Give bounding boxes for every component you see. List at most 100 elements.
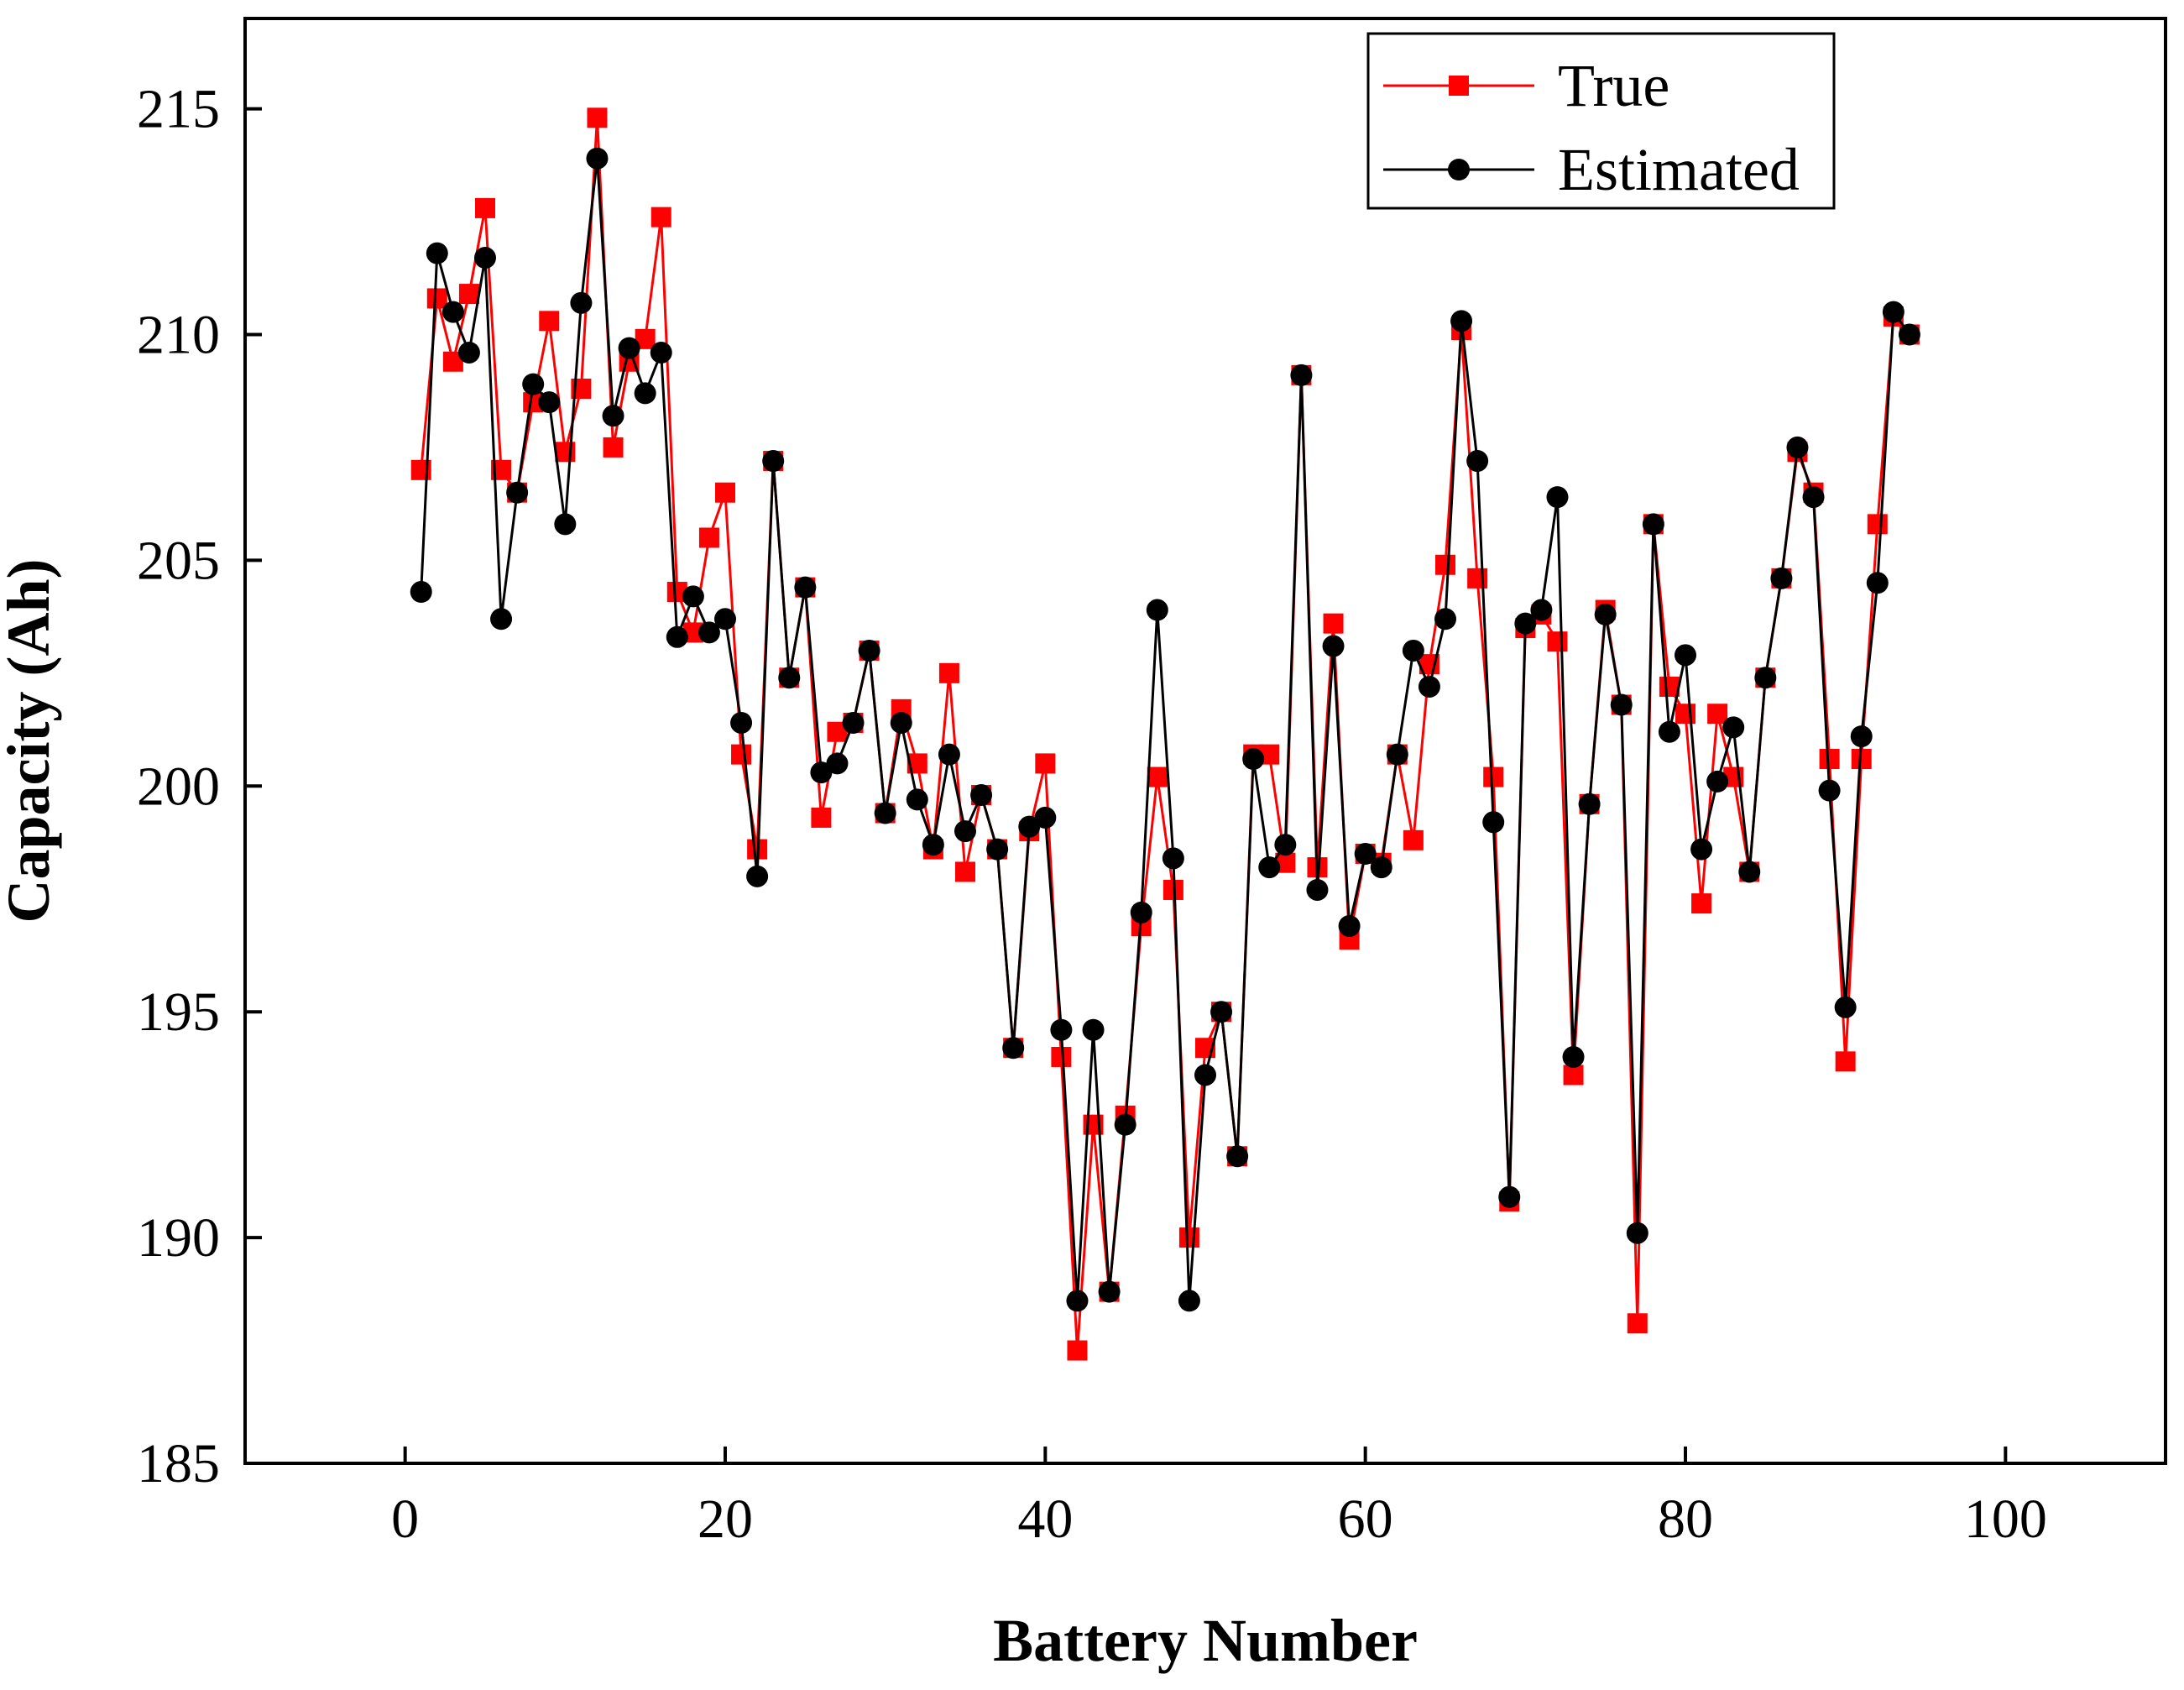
- data-point-estimated: [938, 743, 960, 766]
- data-point-true: [475, 197, 495, 218]
- data-point-estimated: [986, 838, 1009, 861]
- y-tick-label: 195: [137, 981, 220, 1043]
- data-point-estimated: [1866, 572, 1889, 594]
- data-point-estimated: [1898, 323, 1920, 346]
- data-point-estimated: [634, 382, 656, 405]
- data-point-estimated: [602, 405, 624, 427]
- data-point-estimated: [1562, 1045, 1585, 1068]
- data-point-true: [1147, 767, 1168, 787]
- data-point-estimated: [442, 301, 464, 323]
- ticks-layer: 0 20 40 60 80 100 185 190 195 200 205 210 215: [137, 79, 2047, 1550]
- data-point-estimated: [506, 481, 529, 504]
- data-point-estimated: [410, 581, 432, 604]
- data-point-estimated: [1530, 599, 1553, 621]
- data-point-estimated: [1210, 1001, 1233, 1023]
- data-point-estimated: [1066, 1290, 1089, 1312]
- data-point-true: [1403, 829, 1424, 850]
- data-point-estimated: [1690, 838, 1713, 861]
- data-point-estimated: [457, 341, 480, 364]
- legend-box: [1366, 32, 1836, 210]
- data-point-estimated: [906, 788, 928, 811]
- y-tick-label: 210: [137, 304, 220, 365]
- data-point-true: [1563, 1065, 1584, 1086]
- data-point-true: [458, 284, 479, 305]
- data-point-estimated: [1290, 364, 1313, 386]
- data-point-estimated: [1114, 1113, 1136, 1136]
- data-point-true: [1627, 1313, 1648, 1334]
- data-point-estimated: [1386, 743, 1408, 766]
- data-point-estimated: [842, 711, 865, 734]
- data-point-true: [603, 437, 624, 458]
- data-point-estimated: [1482, 811, 1505, 834]
- data-point-true: [1707, 704, 1728, 725]
- data-point-estimated: [618, 337, 640, 359]
- data-point-true: [1547, 631, 1568, 652]
- data-point-estimated: [1770, 567, 1793, 589]
- data-point-estimated: [1706, 770, 1729, 793]
- data-point-true: [1178, 1227, 1199, 1248]
- plot-frame: [243, 17, 2167, 1465]
- data-point-true: [555, 442, 576, 463]
- data-point-estimated: [1274, 834, 1297, 856]
- data-point-estimated: [1626, 1222, 1648, 1244]
- data-point-estimated: [1610, 693, 1633, 716]
- data-point-true: [955, 861, 975, 882]
- data-point-estimated: [1034, 806, 1057, 829]
- data-point-estimated: [730, 711, 753, 734]
- data-point-estimated: [1850, 725, 1873, 748]
- data-point-estimated: [698, 621, 720, 644]
- data-point-estimated: [1722, 716, 1745, 739]
- data-point-true: [1467, 568, 1488, 589]
- x-tick-label: 20: [698, 1489, 753, 1550]
- legend-label-estimated: Estimated: [1558, 136, 1800, 203]
- data-point-estimated: [666, 625, 688, 648]
- data-point-estimated: [1675, 644, 1696, 667]
- data-point-estimated: [1434, 608, 1456, 630]
- series-line-estimated: [420, 157, 1911, 1302]
- data-point-estimated: [1258, 856, 1281, 879]
- y-tick-label: 215: [137, 79, 220, 140]
- data-point-estimated: [570, 291, 593, 314]
- data-point-estimated: [682, 585, 704, 608]
- data-point-estimated: [714, 608, 736, 630]
- data-point-estimated: [1338, 915, 1361, 938]
- data-point-estimated: [1130, 901, 1152, 923]
- data-point-estimated: [1498, 1185, 1521, 1208]
- data-point-estimated: [1594, 603, 1617, 625]
- data-point-estimated: [650, 341, 672, 364]
- data-point-true: [811, 807, 832, 828]
- data-point-estimated: [1162, 847, 1184, 870]
- legend-label-true: True: [1558, 52, 1669, 119]
- data-point-estimated: [1306, 878, 1329, 901]
- data-point-true: [1067, 1340, 1088, 1361]
- data-point-true: [426, 288, 447, 309]
- data-point-estimated: [1050, 1018, 1073, 1041]
- data-point-estimated: [970, 784, 993, 807]
- data-point-estimated: [1802, 486, 1825, 509]
- data-point-estimated: [1834, 996, 1857, 1018]
- data-point-estimated: [1450, 310, 1473, 332]
- data-point-true: [938, 662, 959, 683]
- data-point-estimated: [538, 391, 561, 414]
- data-point-estimated: [1418, 675, 1440, 698]
- legend-marker-estimated: [1448, 159, 1470, 181]
- x-axis-title: Battery Number: [993, 1607, 1418, 1674]
- series-layer: [410, 107, 1920, 1361]
- data-point-true: [1675, 704, 1695, 725]
- y-tick-label: 185: [137, 1433, 220, 1494]
- data-point-estimated: [1882, 301, 1904, 323]
- data-point-true: [731, 744, 752, 765]
- data-point-estimated: [522, 373, 545, 395]
- data-point-estimated: [1370, 856, 1392, 879]
- data-point-true: [1483, 767, 1504, 787]
- y-axis-title: Capacity (Ah): [0, 559, 62, 923]
- data-point-true: [715, 482, 735, 503]
- data-point-estimated: [954, 820, 976, 843]
- x-tick-label: 40: [1017, 1489, 1073, 1550]
- data-point-estimated: [1754, 667, 1777, 689]
- data-point-estimated: [1146, 599, 1168, 621]
- legend-marker-true: [1449, 76, 1469, 96]
- data-point-true: [587, 107, 608, 128]
- data-point-estimated: [810, 761, 833, 784]
